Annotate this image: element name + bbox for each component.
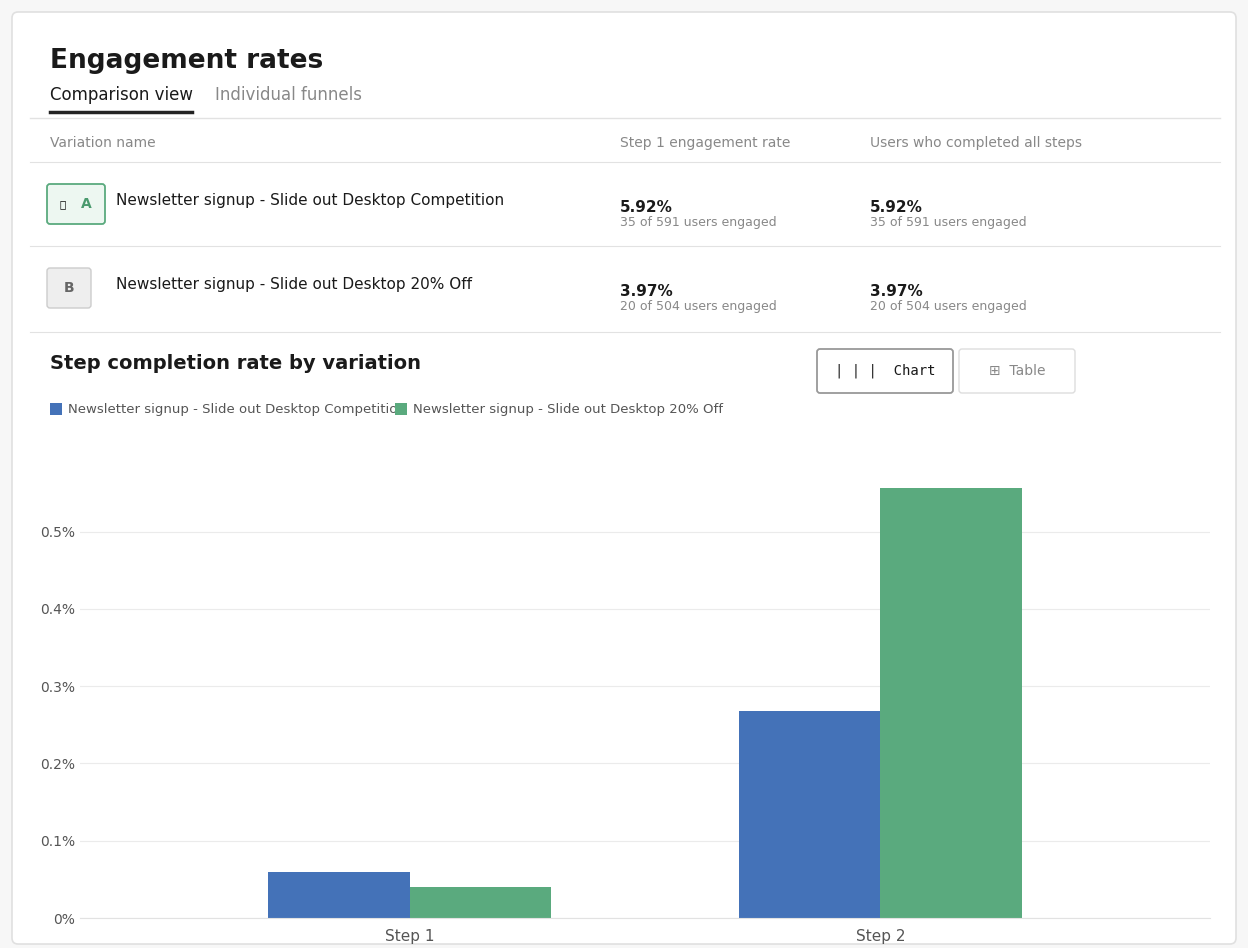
Text: Individual funnels: Individual funnels xyxy=(215,86,362,104)
FancyBboxPatch shape xyxy=(47,268,91,308)
Text: 🏆: 🏆 xyxy=(60,199,66,209)
Text: 5.92%: 5.92% xyxy=(620,200,673,215)
Bar xyxy=(50,403,62,415)
Text: 20 of 504 users engaged: 20 of 504 users engaged xyxy=(870,300,1027,313)
Text: Newsletter signup - Slide out Desktop 20% Off: Newsletter signup - Slide out Desktop 20… xyxy=(413,403,723,415)
Text: Users who completed all steps: Users who completed all steps xyxy=(870,136,1082,150)
Text: B: B xyxy=(64,281,75,295)
Text: 3.97%: 3.97% xyxy=(620,284,673,299)
Text: 3.97%: 3.97% xyxy=(870,284,922,299)
Text: | | |  Chart: | | | Chart xyxy=(835,364,935,378)
Bar xyxy=(880,488,1022,918)
Bar xyxy=(409,887,550,918)
Text: Newsletter signup - Slide out Desktop 20% Off: Newsletter signup - Slide out Desktop 20… xyxy=(116,277,472,291)
Text: Comparison view: Comparison view xyxy=(50,86,193,104)
Text: Newsletter signup - Slide out Desktop Competition: Newsletter signup - Slide out Desktop Co… xyxy=(116,192,504,208)
Text: Step 1 engagement rate: Step 1 engagement rate xyxy=(620,136,790,150)
Text: Engagement rates: Engagement rates xyxy=(50,48,323,74)
Text: 35 of 591 users engaged: 35 of 591 users engaged xyxy=(620,216,776,229)
Text: Step completion rate by variation: Step completion rate by variation xyxy=(50,354,421,373)
Text: 5.92%: 5.92% xyxy=(870,200,922,215)
Text: 20 of 504 users engaged: 20 of 504 users engaged xyxy=(620,300,776,313)
FancyBboxPatch shape xyxy=(12,12,1236,944)
Text: 35 of 591 users engaged: 35 of 591 users engaged xyxy=(870,216,1027,229)
FancyBboxPatch shape xyxy=(47,184,105,224)
FancyBboxPatch shape xyxy=(817,349,953,393)
Text: Newsletter signup - Slide out Desktop Competition: Newsletter signup - Slide out Desktop Co… xyxy=(67,403,406,415)
Bar xyxy=(396,403,407,415)
Text: ⊞  Table: ⊞ Table xyxy=(988,364,1046,378)
Text: A: A xyxy=(81,197,91,211)
Bar xyxy=(739,711,880,918)
Bar xyxy=(268,872,409,918)
FancyBboxPatch shape xyxy=(958,349,1075,393)
Text: Variation name: Variation name xyxy=(50,136,156,150)
